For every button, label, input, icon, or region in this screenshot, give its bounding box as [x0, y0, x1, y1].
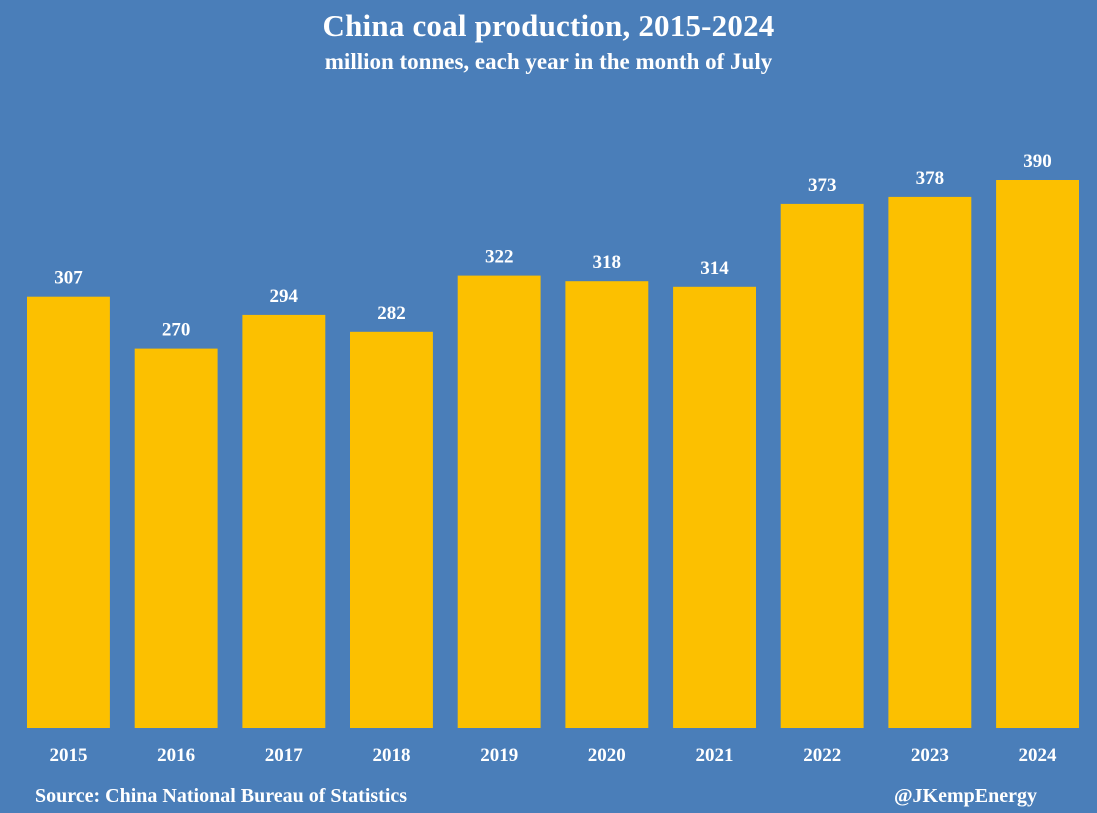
- bar-2021: [673, 286, 756, 728]
- x-tick-label-2024: 2024: [1019, 745, 1058, 766]
- x-tick-label-2017: 2017: [265, 745, 304, 766]
- bar-2022: [780, 203, 864, 728]
- chart-subtitle: million tonnes, each year in the month o…: [324, 49, 773, 74]
- x-tick-label-2023: 2023: [911, 745, 949, 766]
- x-tick-label-2020: 2020: [588, 745, 626, 766]
- data-label-2016: 270: [162, 320, 191, 341]
- data-label-2020: 318: [593, 252, 622, 273]
- bar-2018: [350, 331, 433, 728]
- bar-2015: [27, 296, 110, 728]
- source-note: Source: China National Bureau of Statist…: [35, 785, 408, 807]
- x-tick-label-2019: 2019: [480, 745, 518, 766]
- bar-2020: [565, 281, 649, 728]
- data-label-2019: 322: [485, 247, 514, 268]
- data-label-2023: 378: [916, 168, 945, 189]
- x-tick-label-2016: 2016: [157, 745, 195, 766]
- chart-title: China coal production, 2015-2024: [322, 8, 775, 43]
- data-label-2021: 314: [700, 258, 729, 279]
- x-tick-label-2015: 2015: [50, 745, 88, 766]
- data-label-2017: 294: [270, 286, 299, 307]
- data-label-2015: 307: [54, 268, 83, 289]
- bar-2016: [134, 348, 218, 728]
- author-credit: @JKempEnergy: [893, 785, 1037, 807]
- bar-2023: [888, 196, 972, 728]
- bar-2019: [457, 275, 541, 728]
- x-tick-label-2022: 2022: [803, 745, 841, 766]
- data-label-2024: 390: [1023, 151, 1052, 172]
- bar-2024: [996, 180, 1079, 728]
- data-label-2018: 282: [377, 303, 406, 324]
- bar-2017: [242, 314, 326, 728]
- x-tick-label-2018: 2018: [373, 745, 411, 766]
- data-label-2022: 373: [808, 175, 837, 196]
- x-tick-label-2021: 2021: [696, 745, 734, 766]
